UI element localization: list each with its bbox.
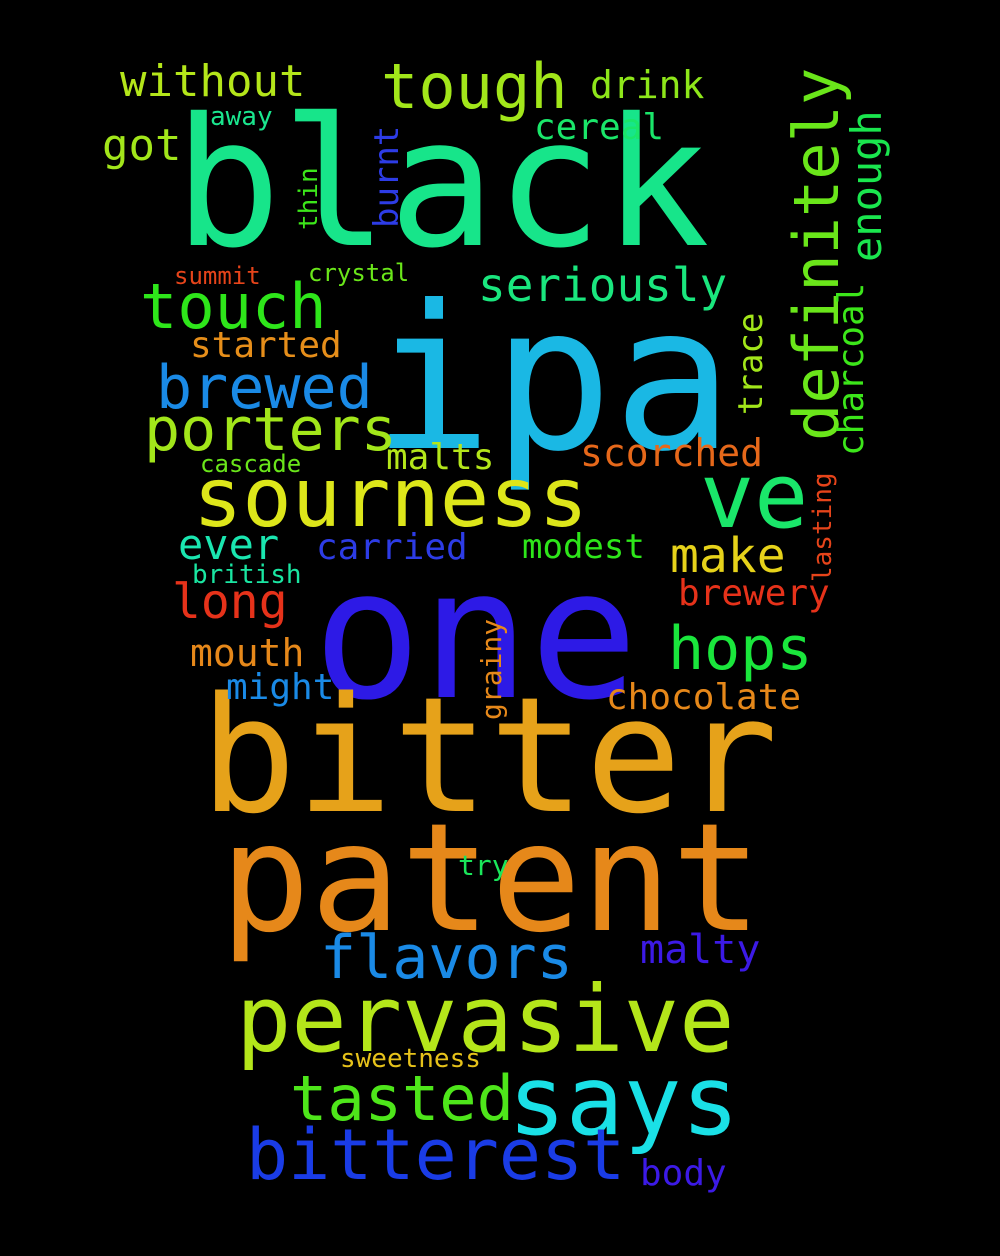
word-enough: enough <box>842 110 891 262</box>
word-pervasive: pervasive <box>236 966 735 1073</box>
word-seriously: seriously <box>478 258 728 312</box>
word-mouth: mouth <box>190 631 305 675</box>
word-malty: malty <box>640 927 761 973</box>
word-modest: modest <box>522 527 645 567</box>
word-summit: summit <box>174 262 261 290</box>
word-one: one <box>313 531 639 740</box>
word-bitterest: bitterest <box>246 1114 626 1196</box>
word-brewed: brewed <box>156 353 373 423</box>
word-carried: carried <box>316 527 468 568</box>
word-malts: malts <box>386 437 495 478</box>
word-black: black <box>174 80 710 287</box>
word-tasted: tasted <box>290 1062 514 1135</box>
word-might: might <box>226 667 335 708</box>
word-bitter: bitter <box>200 662 778 849</box>
word-tough: tough <box>381 50 568 123</box>
word-burnt: burnt <box>367 125 407 228</box>
word-grainy: grainy <box>475 618 508 720</box>
word-thin: thin <box>294 167 324 230</box>
word-porters: porters <box>144 395 397 465</box>
word-crystal: crystal <box>308 259 410 287</box>
word-away: away <box>210 102 273 132</box>
word-flavors: flavors <box>320 923 573 993</box>
word-scorched: scorched <box>580 431 764 475</box>
word-british: british <box>192 560 302 590</box>
word-started: started <box>190 325 342 366</box>
word-ever: ever <box>178 520 280 569</box>
word-lasting: lasting <box>808 472 838 582</box>
word-charcoal: charcoal <box>831 282 872 456</box>
word-ve: ve <box>700 444 809 549</box>
word-cascade: cascade <box>200 450 302 478</box>
word-patent: patent <box>220 792 762 966</box>
word-make: make <box>670 528 786 584</box>
word-body: body <box>640 1153 727 1194</box>
word-try: try <box>458 849 509 882</box>
word-touch: touch <box>140 270 327 343</box>
word-says: says <box>508 1045 740 1157</box>
word-trace: trace <box>731 312 771 415</box>
word-sweetness: sweetness <box>340 1044 481 1074</box>
word-sourness: sourness <box>193 451 588 546</box>
word-cereal: cereal <box>534 107 665 148</box>
word-drink: drink <box>590 63 705 107</box>
word-got: got <box>102 120 182 171</box>
word-hops: hops <box>668 614 813 684</box>
word-brewery: brewery <box>678 573 830 614</box>
word-without: without <box>120 56 306 107</box>
word-long: long <box>172 574 288 630</box>
word-chocolate: chocolate <box>606 677 802 718</box>
word-ipa: ipa <box>372 263 734 496</box>
